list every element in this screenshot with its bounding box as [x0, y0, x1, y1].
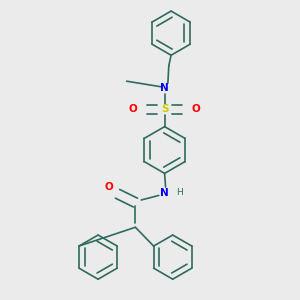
Text: O: O	[105, 182, 113, 192]
Text: O: O	[192, 104, 200, 114]
Text: H: H	[176, 188, 183, 197]
Text: N: N	[160, 188, 169, 198]
Text: N: N	[160, 83, 169, 93]
Text: O: O	[129, 104, 137, 114]
Text: S: S	[161, 104, 168, 114]
